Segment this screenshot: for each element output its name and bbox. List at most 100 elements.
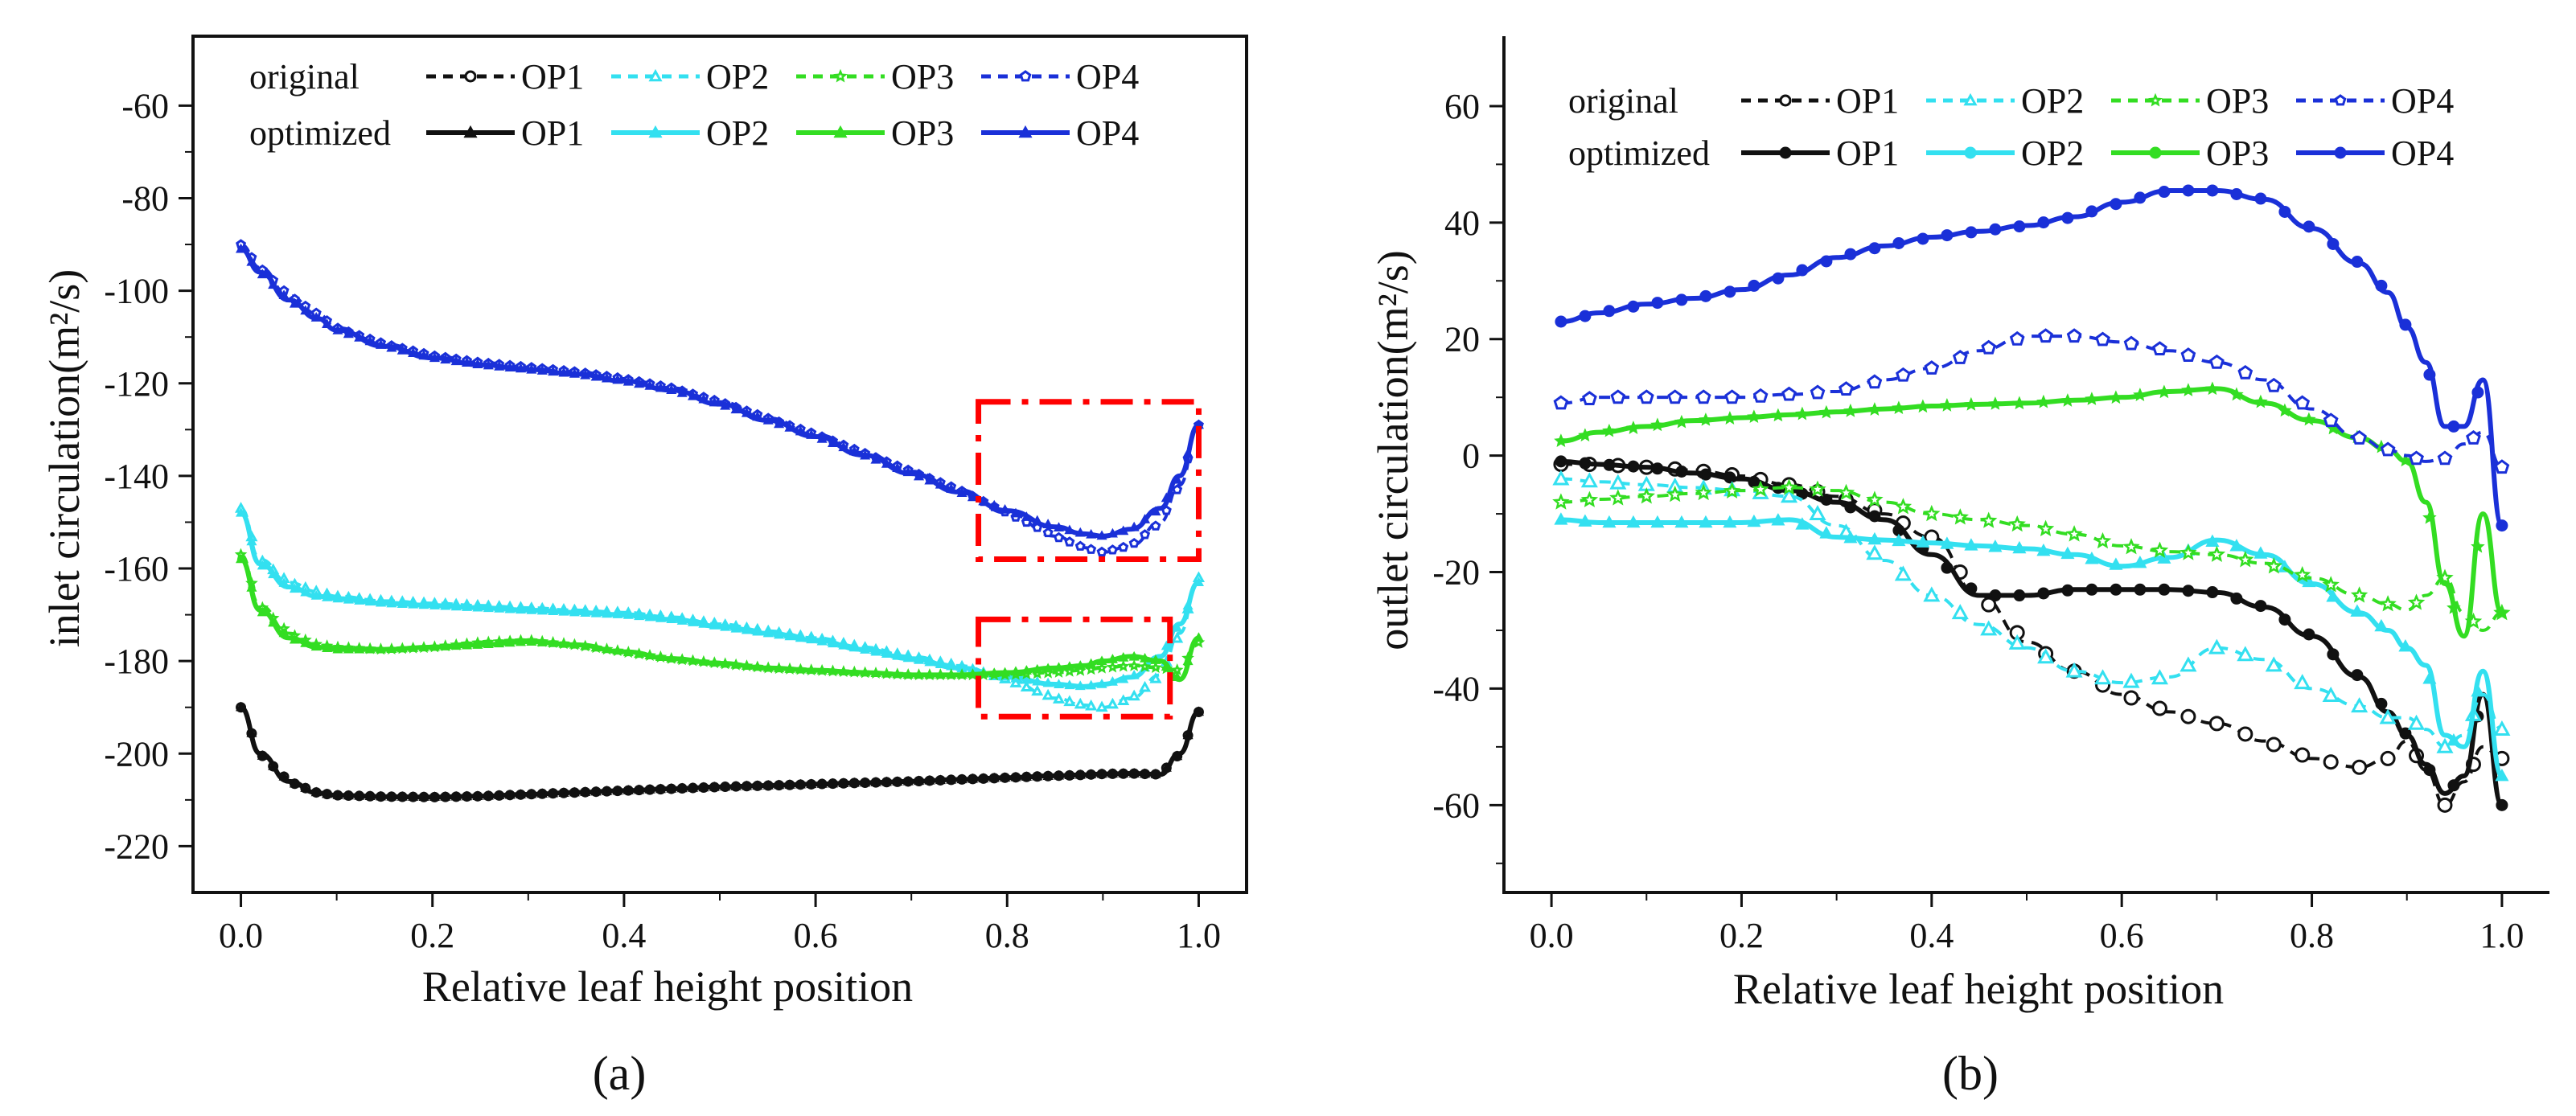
data-point [461, 357, 473, 367]
data-point [2008, 515, 2026, 532]
data-point [612, 785, 623, 795]
data-point [720, 621, 731, 631]
data-point [289, 634, 300, 644]
data-point [634, 648, 645, 659]
data-point [762, 779, 774, 790]
data-point [1000, 667, 1011, 677]
series-op1-original [1553, 457, 2510, 813]
data-point [1106, 660, 1120, 673]
data-point [935, 774, 946, 785]
data-point [429, 600, 440, 609]
data-point [526, 604, 537, 614]
data-point [569, 367, 580, 378]
data-point [612, 374, 623, 384]
data-point [676, 782, 688, 793]
data-point [354, 595, 365, 605]
data-point [526, 636, 537, 646]
data-point [655, 382, 666, 392]
panel-b-chart: 0.0 0.2 0.4 0.6 0.8 1.0 60 40 20 0 -20 -40 -60 Rela… [1369, 36, 2549, 1100]
data-point [1699, 412, 1713, 426]
data-point [1820, 255, 1833, 268]
data-point [2237, 364, 2253, 380]
data-point [580, 786, 591, 796]
data-point [1626, 421, 1641, 434]
data-point [1951, 508, 1970, 525]
panel-a-series-layer [234, 239, 1206, 802]
data-point [1981, 339, 1997, 355]
data-point [332, 593, 343, 603]
legend-marker [1779, 94, 1792, 107]
data-point [860, 777, 871, 787]
data-point [1820, 493, 1833, 506]
series-line [1560, 334, 2503, 470]
data-point [784, 422, 795, 432]
data-point [2494, 459, 2510, 474]
data-point [988, 499, 1000, 510]
y-tick-label: 60 [1444, 87, 1480, 126]
data-point [1650, 417, 1665, 432]
data-point [2206, 184, 2219, 197]
legend-row-optimized: optimized [1568, 133, 1710, 173]
data-point [515, 604, 527, 614]
data-point [1000, 772, 1011, 782]
series-op2-optimized [1554, 512, 2509, 782]
data-point [1941, 561, 1954, 574]
data-point [429, 352, 440, 363]
data-point [2374, 618, 2389, 632]
data-point [2495, 769, 2509, 782]
data-point [1161, 661, 1172, 671]
data-point [967, 668, 979, 679]
data-point [332, 324, 343, 334]
data-point [386, 597, 397, 608]
data-point [687, 654, 699, 665]
data-point [246, 582, 257, 592]
data-point [2407, 593, 2426, 610]
data-point [440, 600, 451, 610]
data-point [1675, 293, 1688, 306]
legend-row-original: original [249, 57, 359, 96]
data-point [2037, 648, 2055, 664]
data-point [752, 661, 763, 671]
data-point [2493, 720, 2511, 736]
data-point [2295, 395, 2311, 410]
data-point [1748, 475, 1760, 488]
data-point [1064, 769, 1075, 780]
data-point [1923, 504, 1941, 522]
data-point [2380, 750, 2396, 766]
legend-label-op3: OP3 [891, 113, 954, 153]
legend-label-op1: OP1 [1836, 81, 1899, 121]
data-point [1809, 504, 1826, 520]
data-point [946, 773, 957, 784]
data-point [2209, 354, 2225, 369]
data-point [622, 646, 634, 657]
data-point [2208, 716, 2225, 732]
data-point [913, 775, 925, 786]
data-point [494, 790, 505, 800]
data-point [774, 629, 785, 639]
data-point [1674, 515, 1689, 528]
data-point [1172, 484, 1183, 494]
series-op1-optimized [235, 701, 1205, 802]
legend-label-op1: OP1 [521, 113, 584, 153]
data-point [300, 586, 311, 597]
y-tick-label: -60 [1432, 786, 1480, 825]
data-point [1839, 381, 1854, 396]
data-point [2066, 328, 2082, 343]
data-point [2471, 683, 2485, 697]
data-point [2151, 541, 2169, 558]
data-point [1916, 399, 1930, 413]
panel-a-plot-frame [191, 35, 1248, 894]
data-point [774, 663, 785, 673]
data-point [1892, 400, 1906, 414]
series-line [1560, 462, 2503, 807]
data-point [720, 781, 731, 791]
data-point [2322, 576, 2340, 593]
data-point [956, 669, 968, 679]
data-point [1940, 536, 1954, 549]
data-point [848, 666, 860, 676]
panel-b-axes [1502, 36, 2549, 894]
data-point [257, 269, 268, 279]
data-point [2109, 390, 2123, 404]
data-point [1193, 576, 1205, 586]
data-point [257, 750, 268, 760]
